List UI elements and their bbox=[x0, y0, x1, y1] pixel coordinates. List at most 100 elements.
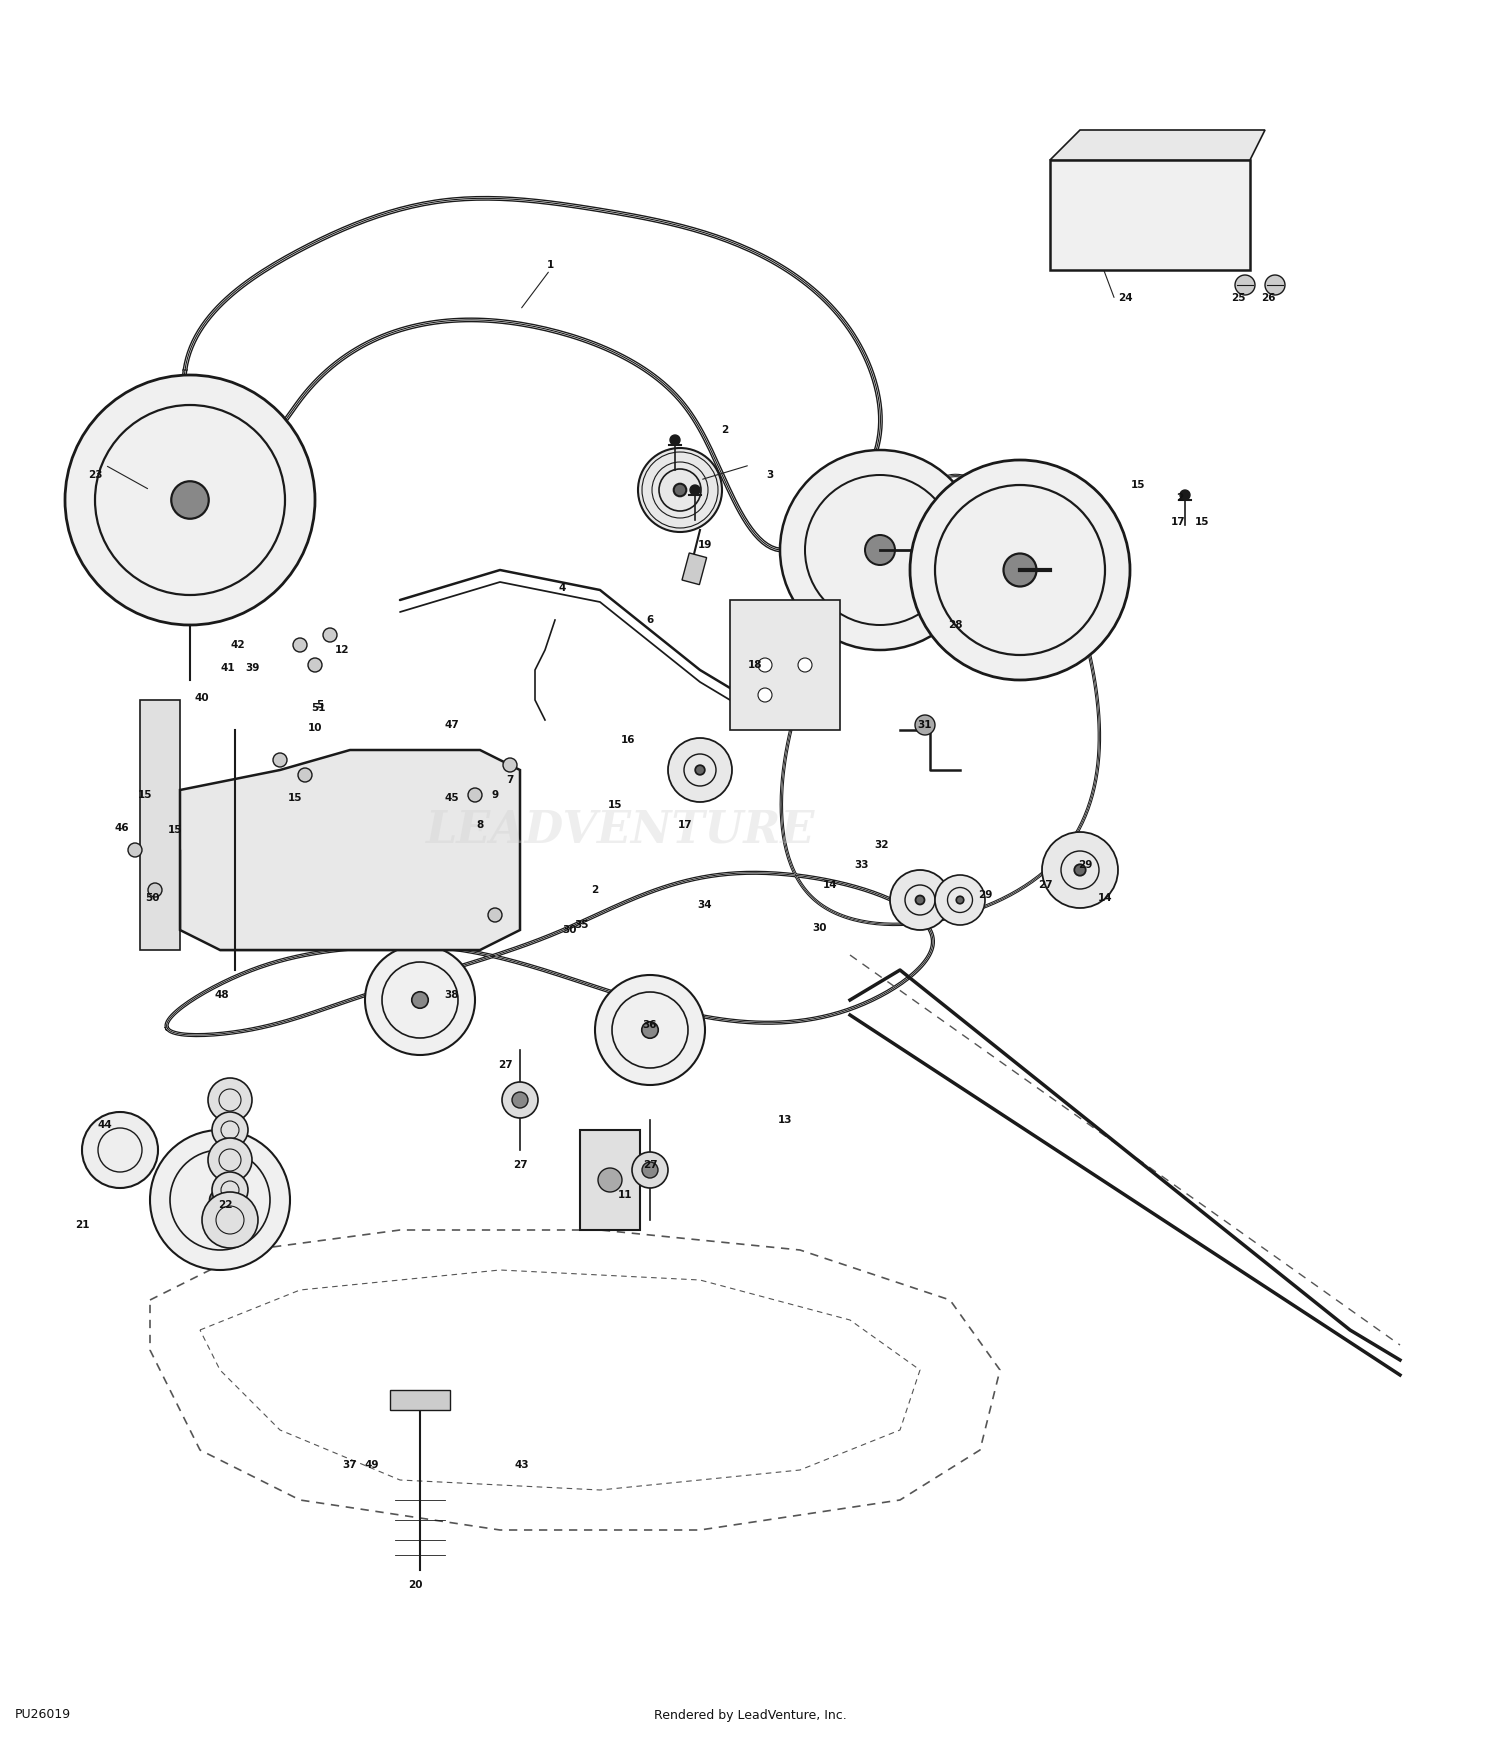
Circle shape bbox=[956, 896, 963, 903]
Circle shape bbox=[209, 1138, 252, 1181]
Circle shape bbox=[1042, 831, 1118, 908]
Text: 2: 2 bbox=[722, 425, 729, 436]
Text: 12: 12 bbox=[334, 646, 350, 654]
Circle shape bbox=[668, 738, 732, 802]
Text: 15: 15 bbox=[1194, 516, 1209, 527]
Text: 33: 33 bbox=[855, 859, 868, 870]
Polygon shape bbox=[140, 700, 180, 950]
Text: 48: 48 bbox=[214, 990, 230, 999]
Bar bbox=[1050, 159, 1250, 270]
Circle shape bbox=[1264, 275, 1286, 296]
Circle shape bbox=[890, 870, 950, 929]
Text: 13: 13 bbox=[777, 1115, 792, 1125]
Text: 17: 17 bbox=[678, 821, 693, 830]
Circle shape bbox=[364, 945, 476, 1055]
Circle shape bbox=[632, 1152, 668, 1188]
Text: PU26019: PU26019 bbox=[15, 1708, 70, 1722]
Text: 30: 30 bbox=[562, 926, 578, 934]
Text: 20: 20 bbox=[408, 1580, 423, 1591]
Circle shape bbox=[642, 1022, 658, 1038]
Text: 41: 41 bbox=[220, 663, 236, 674]
Circle shape bbox=[758, 688, 772, 702]
Text: 25: 25 bbox=[1230, 292, 1245, 303]
Text: 31: 31 bbox=[918, 719, 932, 730]
Polygon shape bbox=[1050, 130, 1264, 159]
Text: 32: 32 bbox=[874, 840, 890, 850]
Text: 27: 27 bbox=[642, 1160, 657, 1171]
Circle shape bbox=[1074, 864, 1086, 875]
Circle shape bbox=[865, 536, 895, 565]
Text: 15: 15 bbox=[1131, 480, 1146, 490]
Text: 2: 2 bbox=[591, 886, 598, 894]
Text: 38: 38 bbox=[444, 990, 459, 999]
Text: 37: 37 bbox=[342, 1460, 357, 1470]
Text: 36: 36 bbox=[642, 1020, 657, 1031]
Text: 4: 4 bbox=[558, 583, 566, 593]
Bar bbox=[682, 553, 706, 584]
Circle shape bbox=[670, 436, 680, 444]
Circle shape bbox=[1234, 275, 1256, 296]
Circle shape bbox=[910, 460, 1130, 681]
Circle shape bbox=[596, 975, 705, 1085]
Circle shape bbox=[758, 658, 772, 672]
Circle shape bbox=[292, 639, 308, 653]
Circle shape bbox=[1180, 490, 1190, 500]
Text: 23: 23 bbox=[88, 471, 102, 480]
Polygon shape bbox=[180, 751, 520, 950]
Text: 16: 16 bbox=[621, 735, 636, 746]
Text: 35: 35 bbox=[574, 920, 590, 929]
Circle shape bbox=[694, 765, 705, 775]
Text: 49: 49 bbox=[364, 1460, 380, 1470]
Bar bbox=[390, 1390, 450, 1410]
Text: 42: 42 bbox=[231, 640, 246, 649]
Text: 18: 18 bbox=[747, 660, 762, 670]
Circle shape bbox=[1004, 553, 1036, 586]
Text: 50: 50 bbox=[146, 892, 159, 903]
Text: 44: 44 bbox=[98, 1120, 112, 1130]
Text: 30: 30 bbox=[813, 922, 826, 933]
Circle shape bbox=[148, 884, 162, 898]
Text: 22: 22 bbox=[217, 1200, 232, 1209]
Text: 8: 8 bbox=[477, 821, 483, 830]
Text: 7: 7 bbox=[507, 775, 513, 786]
Circle shape bbox=[202, 1192, 258, 1248]
Text: 14: 14 bbox=[822, 880, 837, 891]
Circle shape bbox=[211, 1172, 248, 1207]
Circle shape bbox=[150, 1130, 290, 1270]
Circle shape bbox=[273, 752, 286, 766]
Text: 45: 45 bbox=[444, 793, 459, 803]
Circle shape bbox=[598, 1167, 622, 1192]
Circle shape bbox=[915, 716, 934, 735]
Circle shape bbox=[512, 1092, 528, 1108]
Text: Rendered by LeadVenture, Inc.: Rendered by LeadVenture, Inc. bbox=[654, 1708, 846, 1722]
Text: 39: 39 bbox=[244, 663, 260, 674]
Text: 19: 19 bbox=[698, 541, 712, 550]
Text: 15: 15 bbox=[168, 824, 183, 835]
Text: 2: 2 bbox=[1176, 493, 1184, 502]
Text: 5: 5 bbox=[316, 700, 324, 710]
Text: 27: 27 bbox=[513, 1160, 528, 1171]
Circle shape bbox=[209, 1078, 252, 1122]
Text: 47: 47 bbox=[444, 719, 459, 730]
Text: 40: 40 bbox=[195, 693, 210, 704]
Circle shape bbox=[322, 628, 338, 642]
Circle shape bbox=[210, 1190, 231, 1211]
Text: 15: 15 bbox=[138, 789, 153, 800]
Text: 46: 46 bbox=[114, 822, 129, 833]
Circle shape bbox=[488, 908, 502, 922]
Text: 1: 1 bbox=[546, 261, 554, 270]
Circle shape bbox=[503, 758, 518, 772]
Circle shape bbox=[171, 481, 208, 518]
Circle shape bbox=[934, 875, 986, 926]
Text: 9: 9 bbox=[492, 789, 498, 800]
Circle shape bbox=[915, 896, 924, 905]
Text: 10: 10 bbox=[308, 723, 322, 733]
Text: 17: 17 bbox=[1170, 516, 1185, 527]
Text: LEADVENTURE: LEADVENTURE bbox=[426, 808, 814, 852]
Text: 28: 28 bbox=[948, 620, 962, 630]
Text: 6: 6 bbox=[646, 614, 654, 625]
Text: 27: 27 bbox=[1038, 880, 1053, 891]
Polygon shape bbox=[730, 600, 840, 730]
Circle shape bbox=[211, 1111, 248, 1148]
Text: 15: 15 bbox=[608, 800, 622, 810]
